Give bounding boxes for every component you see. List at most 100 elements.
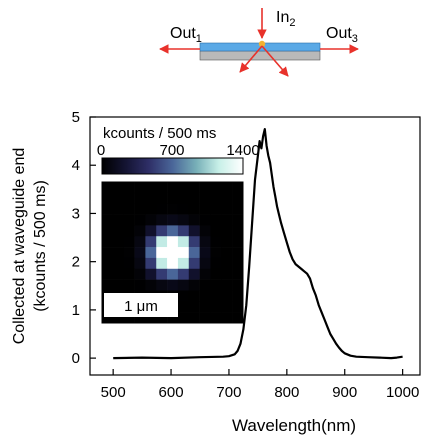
psf-pixel — [102, 279, 114, 291]
psf-pixel — [210, 214, 222, 226]
psf-pixel — [123, 279, 135, 291]
psf-pixel — [123, 268, 135, 280]
psf-pixel — [210, 225, 222, 237]
psf-pixel — [145, 268, 157, 280]
psf-pixel — [221, 312, 233, 324]
psf-pixel — [188, 203, 200, 215]
psf-pixel — [188, 214, 200, 226]
x-tick-label: 700 — [216, 384, 241, 401]
substrate-layer — [199, 50, 321, 61]
psf-pixel — [167, 214, 179, 226]
scalebar-label: 1 μm — [124, 298, 158, 315]
psf-pixel — [232, 236, 244, 248]
psf-pixel — [232, 312, 244, 324]
x-tick-label: 1000 — [386, 384, 419, 401]
spectrum-chart: 500 600 700 800 900 1000 0 1 2 3 4 5 Wavelength(nm… — [11, 109, 421, 435]
psf-pixel — [199, 257, 211, 270]
label-out-right: Out3 — [326, 25, 358, 45]
psf-pixel — [102, 225, 114, 237]
psf-pixel — [210, 312, 222, 324]
psf-pixel — [199, 182, 211, 194]
psf-pixel — [145, 312, 157, 324]
psf-pixel — [221, 247, 233, 259]
psf-pixel — [188, 182, 200, 194]
psf-pixel — [188, 268, 200, 280]
psf-pixel — [123, 203, 135, 215]
y-axis-ticks: 0 1 2 3 4 5 — [72, 109, 96, 367]
waveguide-schematic: Out1 In2 Out3 — [159, 8, 359, 77]
psf-pixel — [167, 182, 179, 194]
x-tick-label: 600 — [159, 384, 184, 401]
psf-pixel — [188, 257, 200, 270]
psf-pixel — [156, 268, 168, 280]
psf-pixel — [156, 312, 168, 324]
psf-pixel — [102, 236, 114, 248]
psf-pixel — [102, 192, 114, 204]
psf-pixel — [156, 192, 168, 204]
psf-pixel — [177, 192, 190, 204]
psf-pixel — [112, 268, 124, 280]
psf-pixel — [145, 257, 157, 270]
psf-pixel — [112, 192, 124, 204]
psf-pixel — [210, 203, 222, 215]
psf-pixel — [134, 214, 146, 226]
label-in-top: In2 — [276, 9, 295, 29]
psf-pixel — [188, 301, 200, 313]
psf-pixel — [102, 268, 114, 280]
psf-pixel — [134, 279, 146, 291]
psf-pixel — [145, 182, 157, 194]
psf-pixel — [102, 312, 114, 324]
psf-pixel — [156, 257, 168, 270]
psf-pixel — [145, 236, 157, 248]
psf-pixel — [177, 279, 190, 291]
y-tick-label: 3 — [72, 205, 80, 222]
psf-pixel — [177, 203, 190, 215]
y-tick-label: 0 — [72, 350, 80, 367]
psf-pixel — [123, 236, 135, 248]
psf-pixel — [156, 182, 168, 194]
psf-pixel — [134, 182, 146, 194]
psf-pixel — [221, 214, 233, 226]
psf-pixel — [134, 203, 146, 215]
psf-pixel — [177, 301, 190, 313]
psf-pixel — [210, 192, 222, 204]
psf-pixel — [145, 214, 157, 226]
psf-pixel — [134, 236, 146, 248]
psf-pixel — [167, 268, 179, 280]
psf-pixel — [167, 236, 179, 248]
psf-pixel — [210, 301, 222, 313]
psf-pixel — [112, 182, 124, 194]
psf-pixel — [177, 290, 190, 302]
psf-pixel — [123, 312, 135, 324]
psf-pixel — [232, 290, 244, 302]
psf-pixel — [145, 203, 157, 215]
psf-pixel — [156, 203, 168, 215]
psf-pixel — [199, 279, 211, 291]
colorbar — [101, 157, 244, 175]
psf-pixel — [210, 247, 222, 259]
psf-pixel — [210, 279, 222, 291]
plot-frame — [89, 116, 421, 376]
psf-pixel — [167, 225, 179, 237]
psf-pixel — [221, 301, 233, 313]
psf-pixel — [123, 225, 135, 237]
psf-pixel — [112, 214, 124, 226]
psf-pixel — [188, 312, 200, 324]
psf-pixel — [123, 214, 135, 226]
psf-pixel — [177, 257, 190, 270]
psf-pixel — [232, 214, 244, 226]
y-axis-label-line1: Collected at waveguide end — [11, 148, 28, 345]
psf-pixel — [199, 312, 211, 324]
psf-pixel — [177, 312, 190, 324]
psf-pixel — [156, 225, 168, 237]
scalebar-box — [104, 293, 178, 317]
y-tick-label: 4 — [72, 157, 80, 174]
colorbar-tick-2: 1400 — [226, 142, 259, 159]
psf-pixel — [112, 236, 124, 248]
psf-pixel — [188, 279, 200, 291]
inset: kcounts / 500 ms 0 700 1400 1 μm — [97, 125, 260, 324]
spectrum-line — [113, 128, 403, 360]
psf-pixel — [199, 301, 211, 313]
psf-pixel — [102, 247, 114, 259]
psf-pixel — [177, 236, 190, 248]
